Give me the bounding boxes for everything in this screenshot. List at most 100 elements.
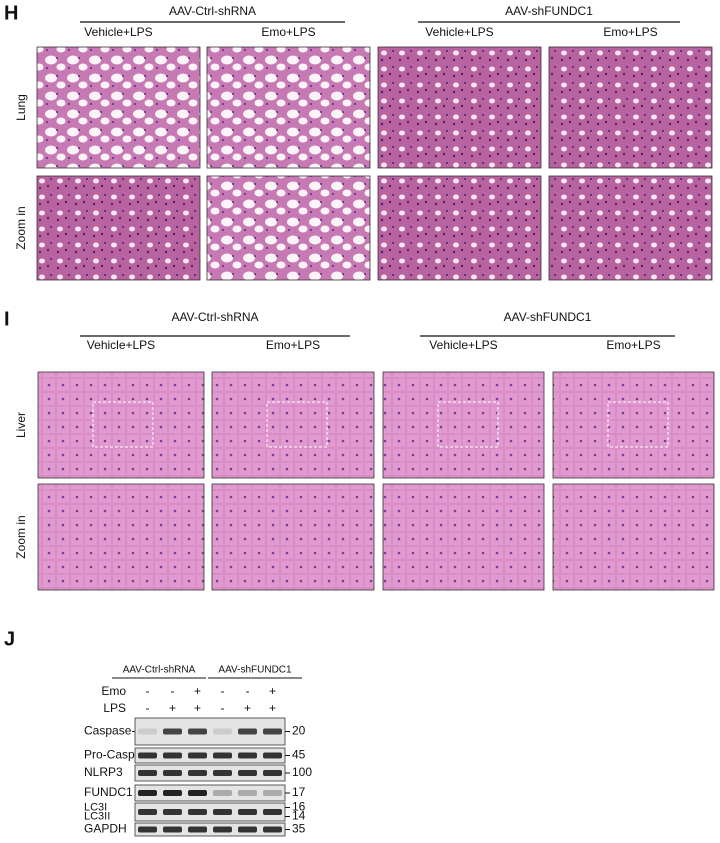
band	[263, 809, 282, 815]
group-label: AAV-Ctrl-shRNA	[171, 310, 258, 324]
condition-label: Vehicle+LPS	[87, 338, 155, 352]
micrograph	[377, 46, 542, 169]
row-label: Liver	[14, 412, 28, 438]
micrograph	[36, 46, 201, 169]
treatment-label: Emo	[101, 684, 126, 698]
band-label: LC3I	[84, 801, 107, 813]
band	[188, 790, 207, 796]
kda-label: 14	[292, 809, 306, 823]
micrograph	[382, 483, 545, 591]
micrograph	[377, 175, 542, 281]
blot-strip	[134, 717, 286, 746]
kda-label: 100	[292, 765, 312, 779]
band-label: Caspase-1	[84, 724, 142, 738]
band	[213, 728, 232, 735]
zoom-box	[437, 401, 499, 448]
band	[138, 752, 157, 759]
band	[138, 770, 157, 776]
band	[138, 728, 157, 735]
group-label: AAV-Ctrl-shRNA	[123, 665, 196, 676]
condition-label: Vehicle+LPS	[429, 338, 497, 352]
kda-label: 17	[292, 785, 306, 799]
band	[238, 826, 257, 833]
treatment-label: LPS	[103, 701, 126, 715]
panel-letter: J	[4, 628, 15, 650]
band	[163, 770, 182, 776]
micrograph	[552, 483, 715, 591]
micrograph	[548, 175, 713, 281]
band	[138, 826, 157, 833]
micrograph	[206, 175, 371, 281]
micrograph	[37, 371, 205, 479]
band-label: LC3II	[84, 810, 110, 822]
kda-label: 16	[292, 800, 306, 814]
band-label: NLRP3	[84, 765, 123, 779]
panel-letter: H	[4, 2, 18, 24]
band-label: FUNDC1	[84, 785, 133, 799]
treatment-sign: -	[221, 701, 225, 715]
kda-label: 35	[292, 822, 306, 836]
band	[238, 809, 257, 815]
treatment-sign: -	[246, 684, 250, 698]
kda-label: 45	[292, 748, 306, 762]
micrograph	[36, 175, 201, 281]
treatment-sign: +	[194, 684, 201, 698]
band	[213, 809, 232, 815]
band	[163, 752, 182, 759]
treatment-sign: -	[171, 684, 175, 698]
band	[238, 790, 257, 796]
band	[138, 790, 157, 796]
blot-strip	[134, 784, 286, 802]
band	[213, 790, 232, 796]
treatment-sign: -	[146, 684, 150, 698]
micrograph	[37, 483, 205, 591]
row-label: Zoom in	[14, 206, 28, 249]
treatment-sign: +	[244, 701, 251, 715]
zoom-box	[266, 401, 328, 448]
micrograph	[211, 371, 375, 479]
band-label: GAPDH	[84, 822, 127, 836]
group-label: AAV-shFUNDC1	[505, 4, 593, 18]
row-label: Lung	[14, 94, 28, 121]
band	[238, 728, 257, 735]
band	[263, 728, 282, 735]
band	[138, 809, 157, 815]
band	[238, 770, 257, 776]
zoom-box	[92, 401, 154, 448]
treatment-sign: +	[269, 701, 276, 715]
band	[188, 728, 207, 735]
micrograph	[552, 371, 715, 479]
group-label: AAV-shFUNDC1	[504, 310, 592, 324]
band	[263, 770, 282, 776]
band	[213, 752, 232, 759]
blot-strip	[134, 747, 286, 764]
condition-label: Emo+LPS	[606, 338, 660, 352]
condition-label: Emo+LPS	[261, 25, 315, 39]
blot-strip	[134, 802, 286, 822]
zoom-box	[607, 401, 669, 448]
band	[163, 826, 182, 833]
band	[188, 809, 207, 815]
band	[263, 752, 282, 759]
band	[188, 752, 207, 759]
band	[163, 809, 182, 815]
condition-label: Emo+LPS	[603, 25, 657, 39]
band	[188, 770, 207, 776]
treatment-sign: +	[169, 701, 176, 715]
micrograph	[206, 46, 371, 169]
band	[163, 728, 182, 735]
group-label: AAV-shFUNDC1	[218, 665, 292, 676]
treatment-sign: -	[221, 684, 225, 698]
blot-strip	[134, 822, 286, 837]
kda-label: 20	[292, 724, 306, 738]
group-label: AAV-Ctrl-shRNA	[169, 4, 256, 18]
band	[163, 790, 182, 796]
treatment-sign: +	[269, 684, 276, 698]
treatment-sign: +	[194, 701, 201, 715]
blot-strip	[134, 764, 286, 782]
band	[238, 752, 257, 759]
band	[263, 826, 282, 833]
micrograph	[548, 46, 713, 169]
panel-letter: I	[4, 308, 10, 330]
micrograph	[382, 371, 545, 479]
